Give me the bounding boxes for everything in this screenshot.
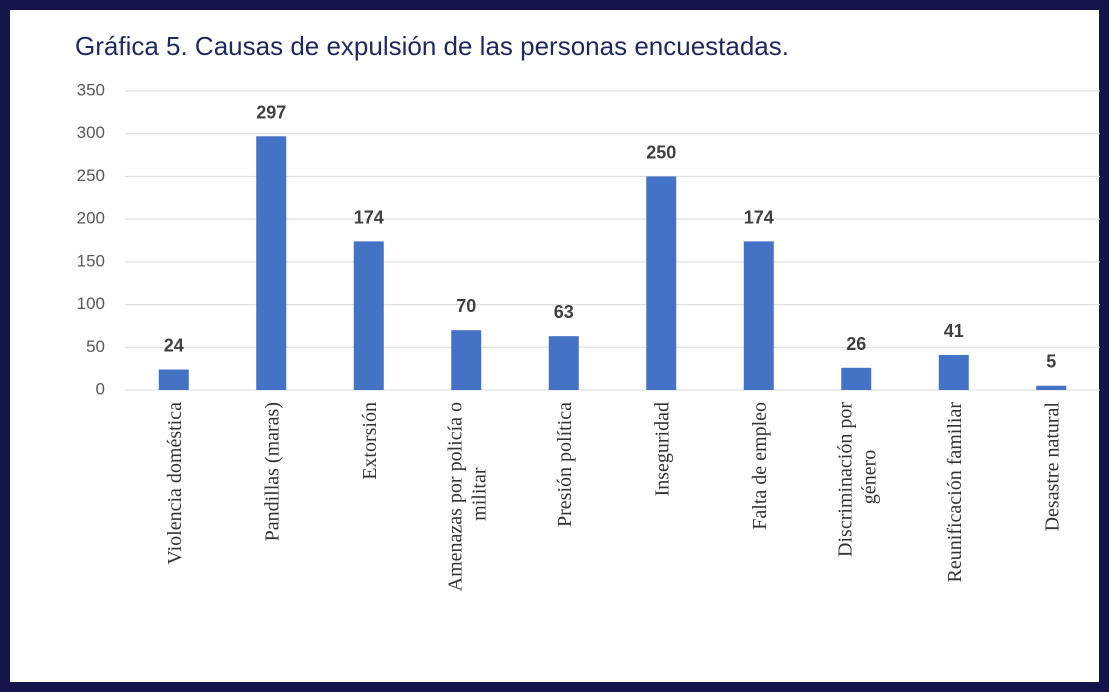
x-tick-label: Violencia doméstica [164, 402, 186, 565]
y-tick-label: 50 [86, 337, 105, 356]
data-label: 41 [944, 321, 964, 341]
data-label: 297 [256, 102, 286, 122]
y-tick-label: 0 [96, 379, 105, 398]
data-label: 70 [456, 296, 476, 316]
bar [548, 336, 579, 390]
x-tick-label: Pandillas (maras) [261, 402, 283, 541]
bar [451, 330, 482, 390]
x-tick-label: Discriminación por género [834, 402, 880, 557]
y-tick-label: 300 [77, 123, 105, 142]
x-tick-label: Desastre natural [1041, 402, 1063, 532]
data-label: 174 [354, 207, 384, 227]
bar [353, 241, 384, 390]
x-tick-label: Presión política [554, 402, 576, 527]
x-tick-label: Extorsión [359, 402, 381, 480]
data-label: 174 [744, 207, 774, 227]
y-tick-label: 150 [77, 251, 105, 270]
x-tick-label: Amenazas por policía o militar [444, 402, 490, 591]
data-label: 26 [846, 334, 866, 354]
bar [646, 176, 677, 390]
x-tick-label: Inseguridad [651, 402, 673, 496]
data-label: 24 [164, 335, 184, 355]
bar [158, 369, 189, 390]
data-label: 63 [554, 302, 574, 322]
y-tick-label: 250 [77, 166, 105, 185]
chart-title: Gráfica 5. Causas de expulsión de las pe… [75, 31, 789, 61]
y-tick-label: 200 [77, 209, 105, 228]
data-label: 250 [646, 142, 676, 162]
bar [938, 354, 969, 390]
x-tick-label: Reunificación familiar [944, 402, 966, 583]
data-label: 5 [1046, 352, 1056, 372]
y-tick-label: 100 [77, 294, 105, 313]
bar [841, 367, 872, 390]
x-tick-label: Falta de empleo [749, 402, 771, 530]
bar [1036, 385, 1067, 390]
bar [256, 136, 287, 390]
bar [743, 241, 774, 390]
y-tick-label: 350 [77, 80, 105, 99]
